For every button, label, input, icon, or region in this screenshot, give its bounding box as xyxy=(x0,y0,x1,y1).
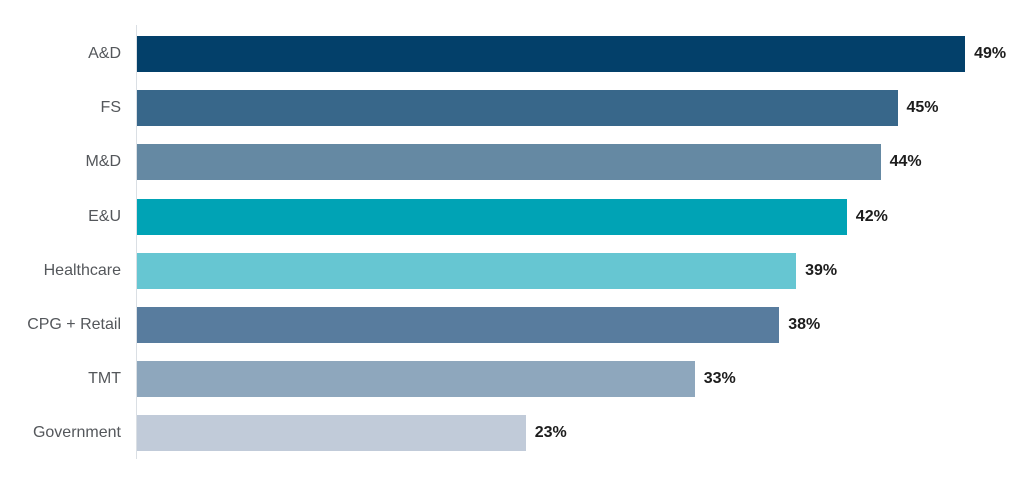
bar-row: Government 23% xyxy=(0,415,1024,452)
bar xyxy=(137,36,966,72)
bar xyxy=(137,144,881,181)
bar xyxy=(137,198,847,235)
value-label: 38% xyxy=(788,316,821,333)
bar xyxy=(137,361,695,398)
value-label: 42% xyxy=(855,207,888,225)
bar xyxy=(137,90,898,127)
category-label: E&U xyxy=(88,207,121,225)
category-label: Healthcare xyxy=(43,261,121,279)
value-label: 45% xyxy=(906,99,939,117)
value-label: 39% xyxy=(805,261,838,279)
bar-row: Healthcare 39% xyxy=(0,252,1024,289)
bar-row: TMT 33% xyxy=(0,361,1024,398)
bar-row: FS 45% xyxy=(0,90,1024,127)
category-label: TMT xyxy=(88,370,121,388)
bar-row: A&D 49% xyxy=(0,36,1024,72)
bar-row: CPG + Retail 38% xyxy=(0,307,1024,343)
bar-row: M&D 44% xyxy=(0,144,1024,181)
bar xyxy=(137,307,780,343)
category-label: M&D xyxy=(85,153,121,171)
bar-row: E&U 42% xyxy=(0,198,1024,235)
bar xyxy=(137,252,797,289)
value-label: 33% xyxy=(703,370,736,388)
value-label: 49% xyxy=(974,45,1007,62)
value-label: 23% xyxy=(534,424,567,442)
category-label: A&D xyxy=(88,45,121,62)
value-label: 44% xyxy=(889,153,922,171)
category-label: Government xyxy=(32,424,121,442)
category-label: FS xyxy=(100,99,121,117)
y-axis-line xyxy=(136,25,137,459)
bar xyxy=(137,415,526,452)
category-label: CPG + Retail xyxy=(27,316,121,333)
